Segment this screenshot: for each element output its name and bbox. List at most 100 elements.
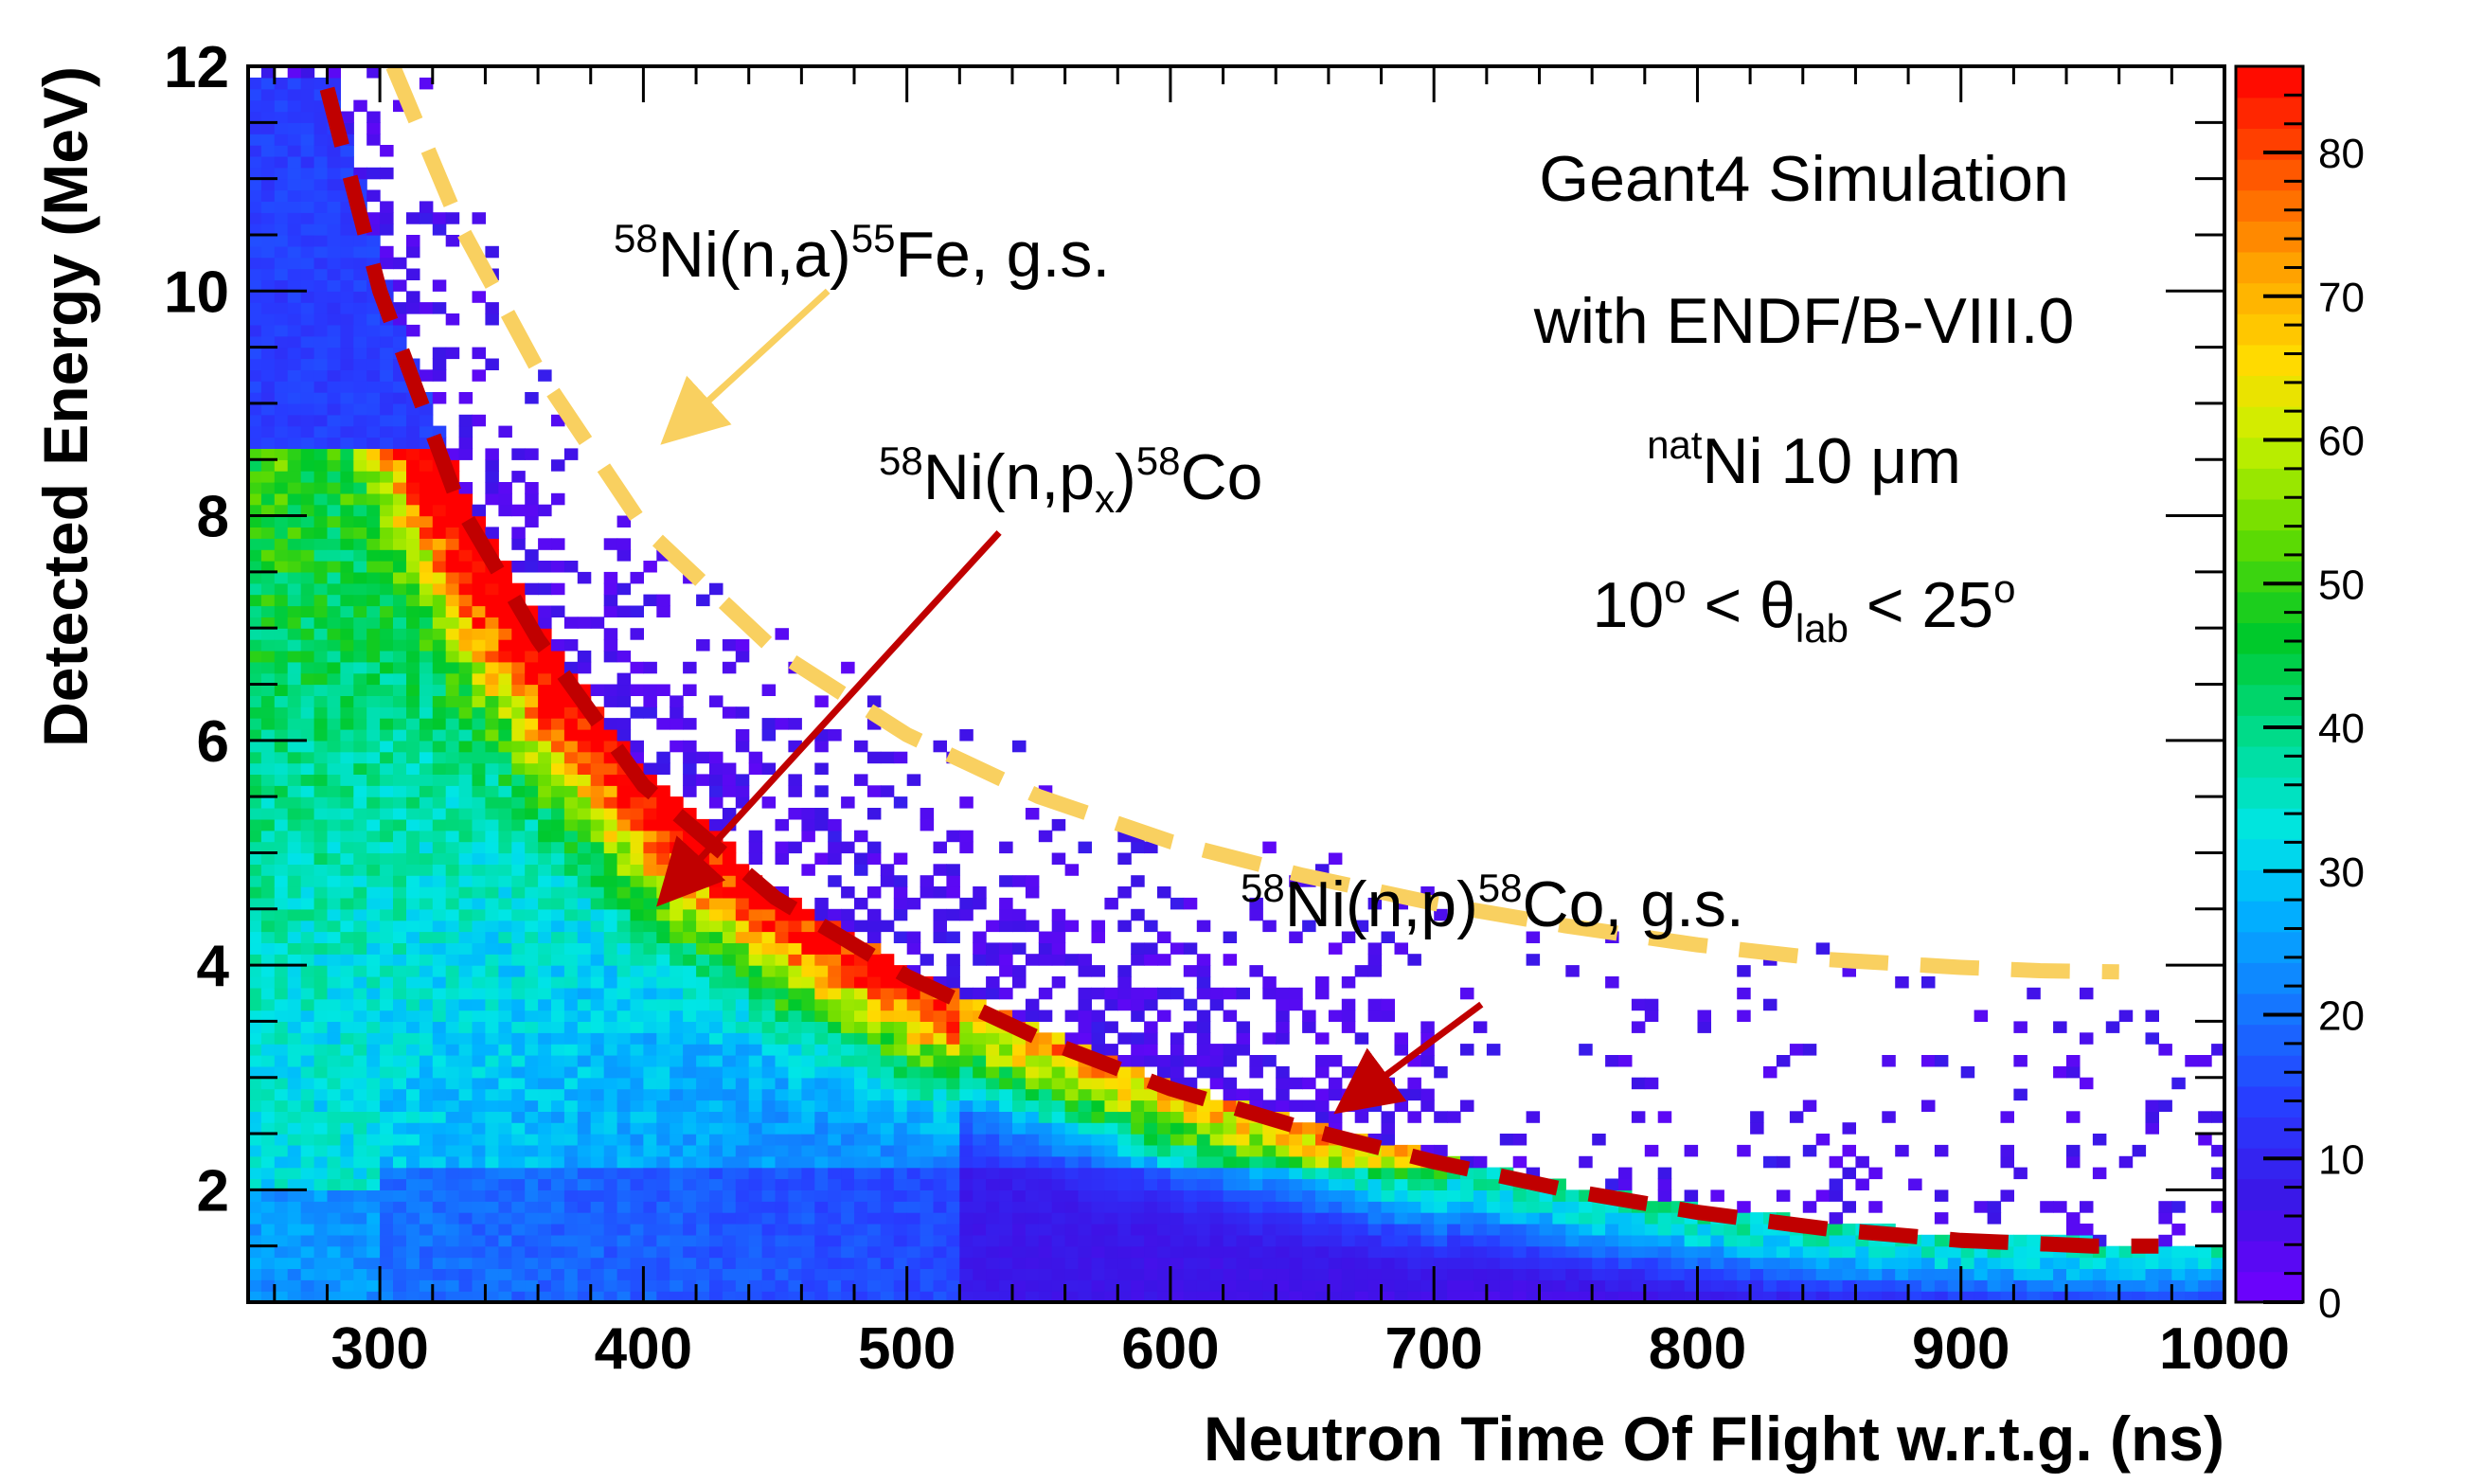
heatmap-cell	[248, 751, 262, 764]
heatmap-cell	[643, 1122, 657, 1135]
heatmap-cell	[616, 785, 632, 797]
heatmap-cell	[313, 864, 329, 876]
heatmap-cell	[1657, 1178, 1672, 1190]
heatmap-cell	[380, 1044, 394, 1056]
heatmap-cell	[248, 155, 262, 169]
heatmap-cell	[683, 1189, 697, 1202]
heatmap-cell	[841, 1100, 855, 1112]
heatmap-cell	[511, 1279, 526, 1292]
heatmap-cell	[406, 235, 420, 247]
heatmap-cell	[1012, 1010, 1027, 1022]
heatmap-cell	[432, 1201, 447, 1213]
heatmap-cell	[511, 1144, 526, 1157]
heatmap-cell	[366, 808, 381, 820]
heatmap-cell	[866, 852, 882, 865]
heatmap-cell	[616, 1144, 632, 1157]
heatmap-cell	[616, 1245, 632, 1259]
heatmap-cell	[300, 324, 315, 337]
heatmap-cell	[300, 908, 315, 921]
heatmap-cell	[563, 1077, 579, 1090]
heatmap-cell	[393, 852, 407, 865]
heatmap-cell	[274, 1055, 289, 1067]
heatmap-cell	[485, 684, 499, 696]
heatmap-cell	[1157, 1189, 1171, 1202]
heatmap-cell	[287, 245, 302, 259]
heatmap-cell	[933, 920, 947, 933]
heatmap-cell	[801, 864, 815, 876]
heatmap-cell	[1051, 1155, 1066, 1169]
heatmap-cell	[775, 1088, 789, 1101]
heatmap-cell	[287, 886, 302, 899]
heatmap-cell	[563, 1134, 579, 1146]
heatmap-cell	[616, 1134, 632, 1146]
heatmap-cell	[538, 617, 552, 629]
heatmap-cell	[353, 561, 367, 573]
heatmap-cell	[1117, 1279, 1132, 1292]
heatmap-cell	[353, 672, 367, 686]
heatmap-cell	[327, 471, 341, 483]
heatmap-cell	[828, 1268, 842, 1280]
heatmap-cell	[248, 1144, 262, 1157]
heatmap-cell	[300, 841, 315, 854]
heatmap-cell	[472, 1021, 486, 1033]
heatmap-cell	[248, 672, 262, 686]
heatmap-cell	[432, 875, 447, 887]
heatmap-cell	[1051, 852, 1066, 865]
heatmap-cell	[1302, 1189, 1316, 1202]
heatmap-cell	[287, 201, 302, 213]
heatmap-cell	[577, 818, 592, 831]
heatmap-cell	[1631, 1257, 1646, 1269]
heatmap-cell	[260, 1178, 276, 1190]
heatmap-cell	[906, 1224, 921, 1236]
heatmap-cell	[260, 1122, 276, 1135]
heatmap-cell	[1064, 1257, 1080, 1269]
heatmap-cell	[841, 1268, 855, 1280]
heatmap-cell	[866, 931, 882, 943]
heatmap-cell	[603, 1279, 618, 1292]
heatmap-cell	[353, 920, 367, 933]
heatmap-cell	[538, 987, 552, 1000]
heatmap-cell	[1605, 1212, 1619, 1225]
heatmap-cell	[722, 864, 737, 876]
heatmap-cell	[1170, 1268, 1185, 1280]
heatmap-cell	[445, 852, 460, 865]
heatmap-cell	[563, 1044, 579, 1056]
heatmap-cell	[1104, 1088, 1118, 1101]
heatmap-cell	[1750, 1234, 1764, 1247]
heatmap-cell	[1644, 1279, 1659, 1292]
heatmap-cell	[866, 1279, 882, 1292]
heatmap-cell	[1381, 1212, 1395, 1225]
heatmap-cell	[670, 931, 684, 943]
heatmap-cell	[893, 886, 908, 899]
heatmap-cell	[906, 1044, 921, 1056]
heatmap-cell	[1012, 1055, 1027, 1067]
heatmap-cell	[511, 864, 526, 876]
heatmap-cell	[538, 808, 552, 820]
heatmap-cell	[643, 931, 657, 943]
heatmap-cell	[538, 1100, 552, 1112]
heatmap-cell	[248, 1167, 262, 1180]
heatmap-cell	[656, 942, 670, 955]
heatmap-cell	[458, 998, 473, 1011]
heatmap-cell	[445, 942, 460, 955]
heatmap-cell	[959, 987, 973, 1000]
heatmap-cell	[260, 1065, 276, 1079]
heatmap-cell	[260, 718, 276, 730]
heatmap-cell	[814, 695, 829, 707]
heatmap-cell	[1157, 1178, 1171, 1190]
heatmap-cell	[1183, 942, 1198, 955]
heatmap-cell	[893, 1245, 908, 1259]
heatmap-cell	[274, 886, 289, 899]
heatmap-cell	[1209, 1100, 1224, 1112]
heatmap-cell	[432, 392, 447, 404]
heatmap-cell	[380, 335, 394, 349]
heatmap-cell	[1302, 1201, 1316, 1213]
heatmap-cell	[327, 538, 341, 550]
heatmap-cell	[643, 875, 657, 887]
heatmap-cell	[248, 1077, 262, 1090]
heatmap-cell	[722, 661, 737, 674]
heatmap-cell	[538, 538, 552, 550]
heatmap-cell	[854, 976, 868, 989]
heatmap-cell	[1157, 1291, 1171, 1302]
heatmap-cell	[577, 976, 592, 989]
